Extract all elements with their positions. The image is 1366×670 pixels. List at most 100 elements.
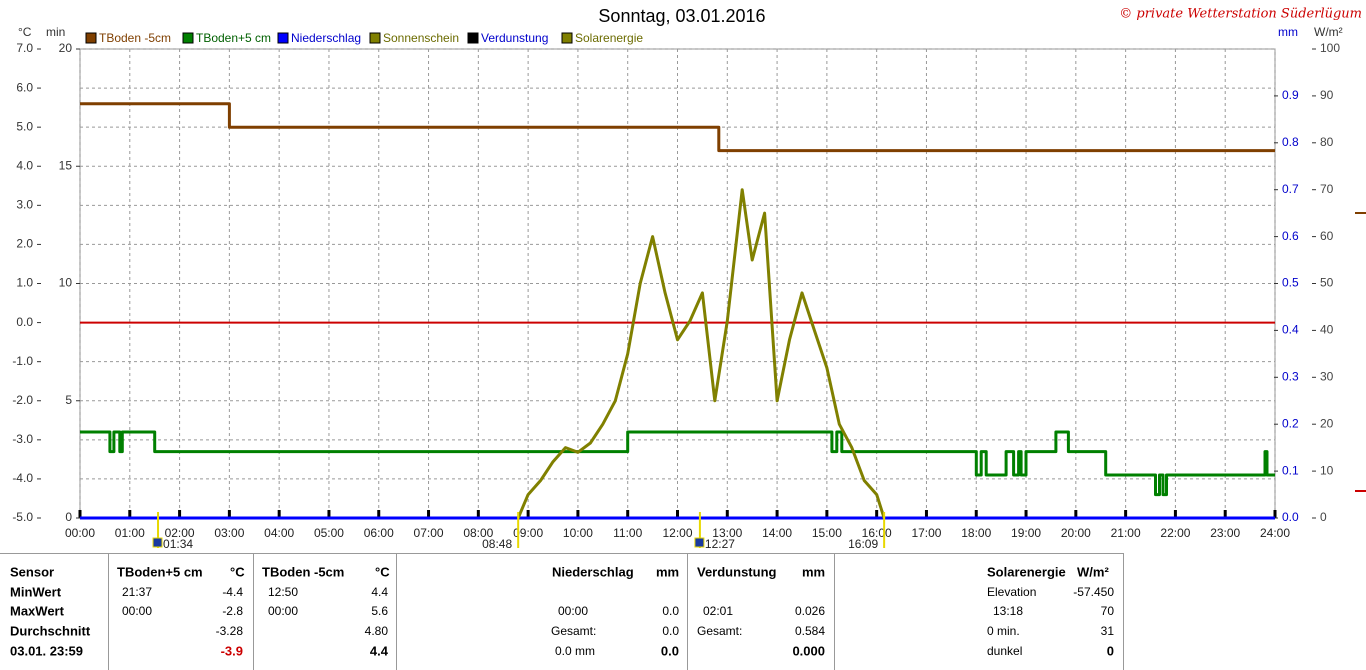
y-tick-label: 5 [65, 393, 72, 407]
y-tick-label: 7.0 [16, 41, 33, 55]
cell: 4.4 [369, 643, 388, 659]
column-header: TBoden -5cm [262, 564, 345, 580]
series-line [516, 188, 886, 519]
copyright: © private Wetterstation Süderlügum [1119, 7, 1362, 22]
y-tick-label: -1.0 [12, 354, 33, 368]
y-tick-label: 0.6 [1282, 229, 1299, 243]
series-line [80, 430, 1275, 497]
x-tick-label: 20:00 [1061, 526, 1091, 540]
cell: -3.9 [220, 643, 243, 659]
cell: 12:50 [268, 585, 299, 599]
row-label: 03.01. 23:59 [10, 643, 84, 659]
cell: 0.0 mm [555, 644, 596, 658]
annotation-icon [694, 537, 705, 548]
x-tick-label: 21:00 [1111, 526, 1141, 540]
table-divider [1123, 553, 1124, 670]
y-tick-label: 0.7 [1282, 182, 1299, 196]
x-tick-label: 02:00 [165, 526, 195, 540]
y-tick-label: 50 [1320, 276, 1334, 290]
row-label: MaxWert [10, 603, 64, 619]
cell: 0.584 [794, 624, 825, 638]
legend-label: Niederschlag [291, 31, 361, 45]
legend-label: Verdunstung [481, 31, 548, 45]
x-tick-label: 03:00 [214, 526, 244, 540]
cell: -57.450 [1073, 585, 1114, 599]
y-tick-label: 6.0 [16, 80, 33, 94]
y-tick-label: -5.0 [12, 510, 33, 524]
table-divider [396, 553, 397, 670]
legend-label: TBoden+5 cm [196, 31, 271, 45]
table-divider [834, 553, 835, 670]
column-unit: °C [375, 564, 390, 580]
column-header: TBoden+5 cm [117, 564, 203, 580]
x-tick-label: 04:00 [264, 526, 294, 540]
axis-label: min [46, 25, 65, 39]
x-tick-label: 05:00 [314, 526, 344, 540]
y-tick-label: 0.2 [1282, 416, 1299, 430]
cell: 13:18 [993, 604, 1024, 618]
cell: 5.6 [371, 604, 388, 618]
x-tick-label: 13:00 [712, 526, 742, 540]
y-tick-label: 0.5 [1282, 276, 1299, 290]
cell: 00:00 [122, 604, 153, 618]
x-tick-label: 09:00 [513, 526, 543, 540]
column-header: Niederschlag [552, 564, 634, 580]
y-tick-label: 0.9 [1282, 88, 1299, 102]
cell: 0 [1106, 643, 1114, 659]
cell: 0.0 [662, 624, 679, 638]
y-tick-label: -4.0 [12, 471, 33, 485]
x-tick-label: 19:00 [1011, 526, 1041, 540]
y-tick-label: 70 [1320, 182, 1334, 196]
y-tick-label: 0.0 [1282, 510, 1299, 524]
x-tick-label: 06:00 [364, 526, 394, 540]
table-divider [253, 553, 254, 670]
legend-swatch [277, 32, 289, 44]
cell: Gesamt: [551, 624, 597, 638]
x-tick-label: 11:00 [613, 526, 642, 540]
cell: 21:37 [122, 585, 153, 599]
cell: 0.0 [662, 604, 679, 618]
cell: 4.4 [371, 585, 388, 599]
cell: dunkel [987, 644, 1023, 658]
y-tick-label: 100 [1320, 41, 1340, 55]
x-tick-label: 18:00 [961, 526, 991, 540]
y-tick-label: 0.8 [1282, 135, 1299, 149]
column-unit: °C [230, 564, 245, 580]
y-tick-label: 15 [59, 158, 73, 172]
y-tick-label: 20 [59, 41, 73, 55]
y-tick-label: 0.0 [16, 315, 33, 329]
legend-label: Solarenergie [575, 31, 643, 45]
cell: 00:00 [558, 604, 589, 618]
cell: -4.4 [222, 585, 243, 599]
cell: 0.026 [794, 604, 825, 618]
cell: 00:00 [268, 604, 299, 618]
y-tick-label: 10 [1320, 463, 1334, 477]
axis-label: °C [18, 25, 32, 39]
column-unit: W/m² [1077, 564, 1109, 580]
table-border [0, 553, 1124, 554]
y-tick-label: -2.0 [12, 393, 33, 407]
x-tick-label: 10:00 [563, 526, 593, 540]
axis-label: W/m² [1314, 25, 1343, 39]
row-label: Durchschnitt [10, 623, 91, 639]
column-unit: mm [802, 564, 826, 580]
column-header: Verdunstung [697, 564, 777, 580]
cell: 0.0 [660, 643, 679, 659]
y-tick-label: 0.3 [1282, 369, 1299, 383]
x-tick-label: 15:00 [812, 526, 842, 540]
legend-label: TBoden -5cm [99, 31, 171, 45]
x-tick-label: 12:00 [662, 526, 692, 540]
cell: 70 [1100, 604, 1114, 618]
legend-swatch [561, 32, 573, 44]
table-divider [687, 553, 688, 670]
cell: 4.80 [364, 624, 388, 638]
y-tick-label: 0.1 [1282, 463, 1299, 477]
cell: 02:01 [703, 604, 734, 618]
y-tick-label: 1.0 [16, 276, 33, 290]
y-tick-label: 4.0 [16, 158, 33, 172]
cell: Gesamt: [697, 624, 743, 638]
y-tick-label: 40 [1320, 323, 1334, 337]
y-tick-label: 2.0 [16, 237, 33, 251]
x-tick-label: 07:00 [414, 526, 444, 540]
cell: -2.8 [222, 604, 243, 618]
